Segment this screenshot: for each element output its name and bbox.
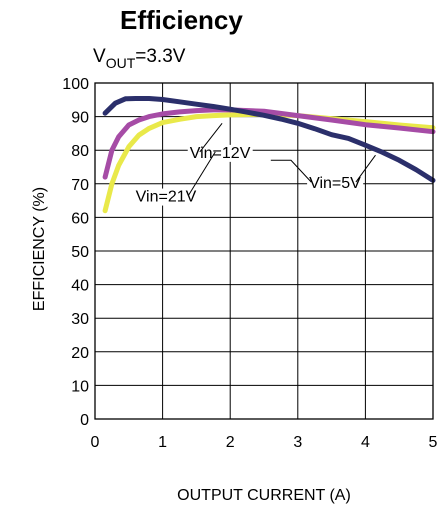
y-axis-label: EFFICIENCY (%) xyxy=(31,187,48,311)
annotation-background xyxy=(133,188,199,206)
y-tick-label: 80 xyxy=(71,143,89,160)
x-axis-label: OUTPUT CURRENT (A) xyxy=(177,487,351,504)
x-tick-label: 2 xyxy=(226,434,235,451)
y-tick-label: 0 xyxy=(80,412,89,429)
series-annotation: Vin=12V xyxy=(190,145,251,162)
series-line xyxy=(102,107,436,180)
y-tick-label: 20 xyxy=(71,345,89,362)
subtitle-subscript: OUT xyxy=(106,55,136,71)
subtitle-main: V xyxy=(93,46,106,67)
annotation-leader xyxy=(187,151,216,196)
series-annotations: Vin=12V Vin=21V Vin=5V xyxy=(133,122,376,206)
subtitle-rest: =3.3V xyxy=(135,46,186,67)
y-tick-label: 60 xyxy=(71,210,89,227)
series-line xyxy=(102,96,436,183)
series-annotation: Vin=21V xyxy=(136,189,197,206)
y-tick-labels: 0 10 20 30 40 50 60 70 80 90 100 xyxy=(62,76,89,429)
y-tick-label: 40 xyxy=(71,278,89,295)
annotation-leader xyxy=(355,154,376,183)
x-tick-labels: 0 1 2 3 4 5 xyxy=(91,434,437,451)
series-lines xyxy=(102,96,436,214)
x-tick-label: 3 xyxy=(293,434,302,451)
y-tick-label: 70 xyxy=(71,177,89,194)
x-tick-label: 0 xyxy=(91,434,100,451)
y-tick-label: 10 xyxy=(71,378,89,395)
y-tick-label: 90 xyxy=(71,110,89,127)
chart-title: Efficiency xyxy=(120,5,243,35)
annotation-leader xyxy=(199,122,223,153)
annotation-background xyxy=(187,144,253,162)
annotation-leader xyxy=(270,159,312,183)
y-tick-label: 30 xyxy=(71,311,89,328)
x-tick-label: 5 xyxy=(429,434,437,451)
series-annotation: Vin=5V xyxy=(309,175,361,192)
x-tick-label: 1 xyxy=(158,434,167,451)
annotation-background xyxy=(307,175,364,193)
chart-subtitle: VOUT=3.3V xyxy=(93,46,186,71)
x-tick-label: 4 xyxy=(361,434,370,451)
y-tick-label: 50 xyxy=(71,244,89,261)
y-tick-label: 100 xyxy=(62,76,89,93)
plot-frame xyxy=(94,82,434,420)
